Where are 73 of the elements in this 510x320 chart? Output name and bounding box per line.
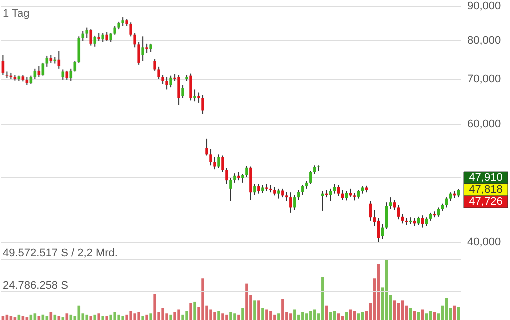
candlestick	[322, 190, 324, 212]
candlestick	[142, 36, 144, 62]
candlestick	[385, 202, 388, 230]
candlestick	[234, 173, 236, 184]
ref-line-label: 49.572.517 S / 2,2 Mrd.	[3, 248, 118, 260]
candlestick	[158, 66, 160, 80]
y-tick-label: 70,000	[468, 74, 502, 86]
candlestick	[397, 204, 400, 220]
candlestick	[258, 184, 260, 194]
candlestick	[146, 43, 148, 54]
candlestick	[66, 70, 69, 80]
candlestick	[170, 75, 172, 88]
candlestick	[338, 184, 340, 197]
ref-line-label: 24.786.258 S	[3, 280, 68, 292]
candlestick	[310, 170, 312, 185]
candlestick	[393, 200, 396, 211]
candlestick	[389, 197, 392, 210]
candlestick	[202, 94, 204, 115]
text: 47,910	[469, 172, 503, 184]
candlestick	[62, 69, 65, 80]
y-tick-label: 60,000	[468, 118, 502, 130]
candlestick	[90, 29, 93, 46]
candlestick	[226, 168, 228, 185]
candlestick	[154, 58, 156, 72]
candlestick	[286, 191, 288, 202]
candlestick	[334, 184, 336, 194]
candlestick	[218, 154, 220, 169]
candlestick	[110, 32, 113, 43]
candlestick	[210, 148, 212, 166]
candlestick	[381, 224, 384, 240]
candlestick	[162, 74, 164, 85]
candlestick	[194, 89, 196, 102]
candlestick	[377, 218, 380, 242]
candlestick	[278, 188, 280, 200]
candlestick	[330, 188, 332, 202]
candlestick	[2, 54, 5, 76]
candlestick	[290, 192, 292, 214]
candlestick	[206, 138, 208, 156]
candlestick	[166, 76, 168, 90]
candlestick	[198, 92, 200, 104]
candlestick	[82, 30, 85, 42]
candlestick	[86, 27, 89, 39]
candlestick	[70, 68, 73, 82]
annotation: 1 Tag	[3, 8, 30, 20]
candlestick	[294, 194, 296, 211]
candlestick	[254, 184, 256, 196]
candlestick	[214, 156, 216, 170]
text: 47,818	[469, 184, 503, 196]
candlestick	[230, 178, 232, 202]
candlestick	[46, 55, 49, 68]
y-tick-label: 90,000	[468, 0, 502, 12]
candlestick	[138, 42, 140, 66]
candlestick	[178, 74, 180, 106]
candlestick	[94, 35, 97, 48]
candlestick	[369, 200, 372, 222]
candlestick	[102, 32, 105, 43]
candlestick	[182, 84, 184, 99]
candlestick	[298, 190, 300, 201]
y-tick-label: 80,000	[468, 34, 502, 47]
candlestick	[302, 184, 304, 196]
candlestick	[130, 22, 132, 38]
candlestick	[6, 71, 9, 79]
text: 47,726	[469, 196, 503, 208]
candlestick	[318, 165, 320, 172]
candlestick	[134, 32, 136, 48]
candlestick	[222, 155, 224, 173]
candlestick	[246, 166, 248, 178]
candlestick	[346, 190, 348, 202]
candlestick	[78, 36, 81, 64]
y-tick-label: 40,000	[468, 236, 502, 248]
candlestick	[342, 190, 344, 201]
candlestick	[190, 73, 192, 102]
candlestick	[74, 60, 77, 72]
